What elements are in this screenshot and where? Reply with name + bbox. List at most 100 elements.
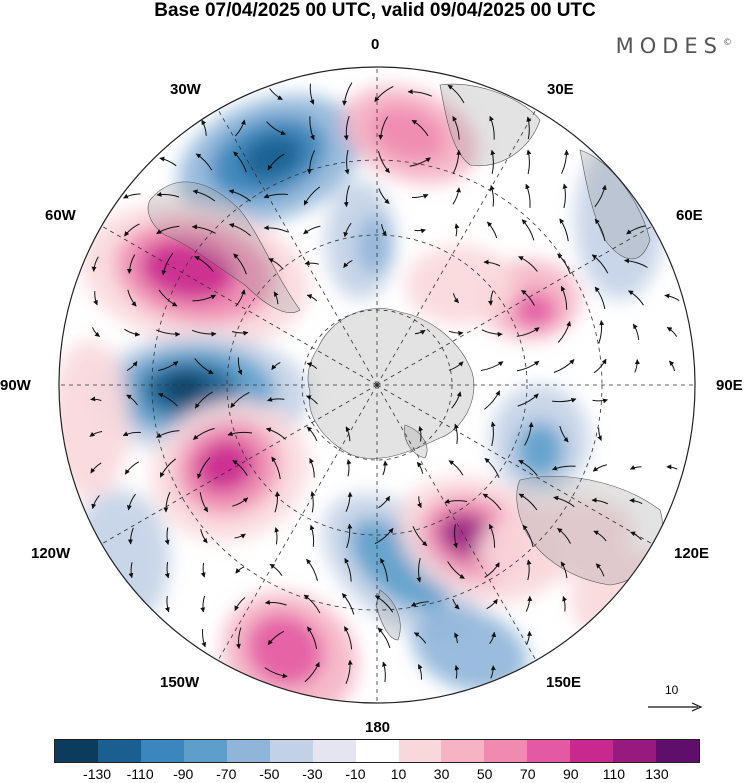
wind-vector — [269, 563, 283, 576]
wind-vector — [560, 285, 568, 310]
anomaly-blob — [59, 340, 130, 500]
wind-vector — [526, 149, 532, 175]
anomaly-blob — [369, 105, 447, 163]
wind-vector — [521, 219, 535, 241]
colorbar-tick-label: 30 — [433, 766, 450, 782]
colorbar-box — [140, 740, 184, 762]
wind-vector — [452, 293, 459, 304]
wind-vector — [306, 558, 318, 581]
reference-vector-arrow — [648, 702, 703, 712]
wind-vector — [271, 456, 281, 480]
wind-vector — [518, 256, 538, 272]
wind-vector — [235, 627, 242, 649]
wind-vector — [232, 497, 249, 507]
wind-vector — [483, 259, 501, 267]
wind-vector — [193, 427, 215, 440]
wind-vector — [418, 426, 424, 442]
wind-vector — [594, 184, 607, 208]
meridian-line — [376, 107, 538, 386]
meridian-line — [216, 107, 378, 386]
wind-vector — [341, 593, 355, 615]
colorbar-box — [312, 740, 356, 762]
wind-vector — [195, 153, 213, 171]
wind-vector — [235, 289, 246, 307]
wind-vector — [196, 457, 211, 479]
wind-vector — [410, 601, 429, 607]
meridian-line — [216, 384, 378, 663]
colorbar-box — [570, 740, 614, 762]
colorbar-box — [484, 740, 528, 762]
wind-vector — [306, 395, 318, 405]
wind-vector — [444, 498, 468, 504]
anomaly-field — [59, 86, 695, 703]
wind-vector — [227, 431, 253, 436]
wind-vector — [263, 225, 288, 233]
colorbar-box — [613, 740, 657, 762]
wind-vector — [374, 595, 394, 613]
lon-label-30e: 30E — [547, 81, 574, 98]
wind-vector — [594, 218, 606, 241]
wind-vector — [303, 225, 321, 235]
wind-vector — [592, 398, 608, 404]
wind-vector — [306, 626, 318, 650]
wind-vector — [669, 360, 676, 372]
colorbar-tick-label: -90 — [173, 766, 194, 782]
wind-vector — [518, 459, 538, 476]
wind-vector — [452, 149, 462, 174]
wind-vector — [518, 493, 538, 511]
wind-vector — [521, 289, 535, 306]
latitude-circle — [226, 234, 528, 536]
wind-vector — [592, 464, 607, 472]
wind-vector — [194, 358, 214, 375]
wind-vector — [591, 497, 609, 505]
wind-vector — [481, 329, 503, 337]
wind-vector — [482, 493, 502, 511]
wind-vector — [343, 222, 352, 238]
wind-vector — [562, 183, 568, 209]
reference-vector-label: 10 — [665, 683, 679, 697]
wind-vector — [263, 193, 288, 199]
colorbar-tick-label: -130 — [83, 766, 112, 782]
wind-vector — [557, 253, 571, 275]
land-outline — [439, 83, 541, 167]
wind-vector — [414, 228, 426, 234]
wind-vector — [126, 254, 136, 274]
landmasses — [147, 83, 663, 641]
wind-vector — [200, 528, 208, 544]
graticule — [59, 67, 695, 703]
wind-vector — [274, 527, 280, 545]
anomaly-blob — [241, 133, 303, 181]
wind-vector — [411, 194, 429, 199]
anomaly-blob — [405, 245, 515, 325]
wind-vector — [192, 189, 216, 202]
wind-vector — [559, 425, 569, 443]
wind-vector — [235, 566, 245, 574]
wind-vector — [452, 598, 460, 610]
wind-vector — [561, 149, 570, 174]
wind-vector — [377, 627, 391, 649]
anomaly-blob — [516, 422, 564, 478]
wind-vector — [593, 530, 607, 542]
anomaly-blob — [140, 239, 236, 301]
wind-vector — [194, 256, 214, 272]
wind-vector — [264, 667, 288, 679]
wind-vector — [484, 562, 500, 578]
wind-vector — [416, 496, 422, 509]
colorbar-box — [55, 740, 98, 762]
wind-vector — [274, 491, 281, 513]
wind-vector — [412, 526, 428, 547]
lon-label-90e: 90E — [716, 377, 743, 394]
wind-vector — [522, 524, 534, 548]
wind-vector — [629, 465, 642, 470]
wind-vector — [381, 224, 387, 237]
wind-vector — [666, 464, 678, 470]
colorbar-box — [398, 740, 442, 762]
wind-vector — [89, 431, 103, 437]
wind-vector — [200, 595, 206, 613]
wind-vector — [624, 258, 648, 268]
anomaly-blob — [513, 292, 557, 328]
wind-vector — [346, 459, 352, 477]
map-title: Base 07/04/2025 00 UTC, valid 09/04/2025… — [154, 0, 596, 21]
colorbar-tick-labels: -130 -110 -90 -70 -50 -30 -10 10 30 50 70 90 110 130 — [54, 766, 700, 783]
